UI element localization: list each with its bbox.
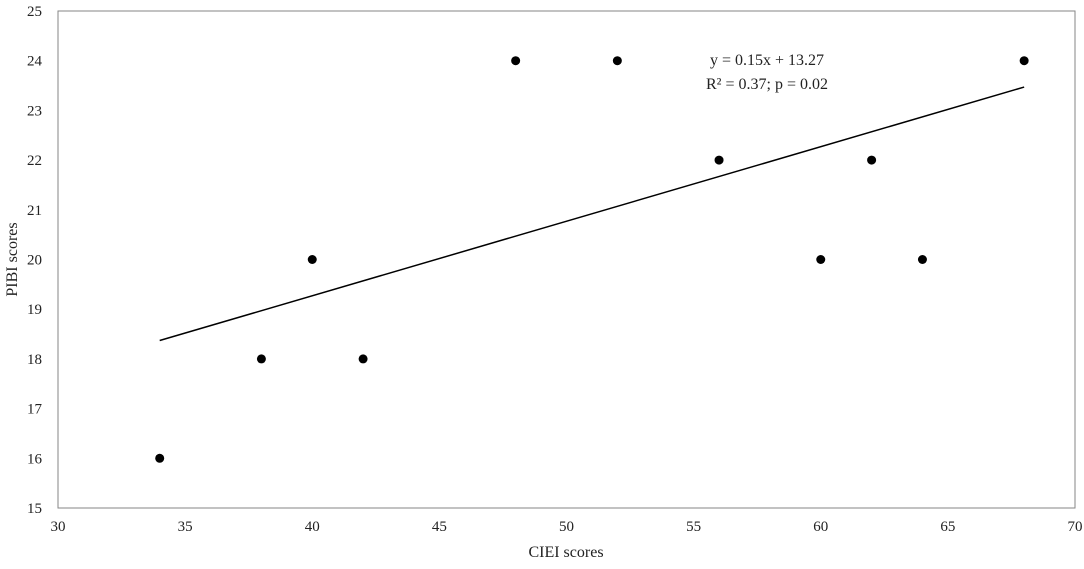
data-point — [358, 354, 368, 364]
y-tick-label: 24 — [27, 54, 43, 70]
data-point — [816, 255, 826, 264]
y-tick-label: 19 — [27, 302, 42, 318]
data-point — [867, 155, 877, 165]
x-axis-label: CIEI scores — [528, 544, 603, 561]
y-tick-label: 23 — [27, 103, 42, 119]
x-tick-labels: 30 35 40 45 50 55 60 65 70 — [51, 519, 1083, 535]
y-tick-label: 25 — [27, 4, 42, 20]
x-tick-label: 40 — [305, 519, 320, 535]
y-tick-label: 20 — [27, 253, 42, 269]
y-tick-label: 18 — [27, 352, 42, 368]
x-tick-label: 70 — [1068, 519, 1083, 535]
y-tick-label: 16 — [27, 451, 43, 467]
data-point — [256, 354, 266, 364]
data-point — [307, 255, 317, 264]
trendline-stats: R² = 0.37; p = 0.02 — [706, 76, 828, 93]
data-point — [612, 56, 622, 66]
data-point — [511, 56, 521, 66]
x-tick-label: 65 — [940, 519, 955, 535]
trendline — [159, 86, 1025, 342]
x-tick-label: 50 — [559, 519, 574, 535]
plot-area-frame — [57, 10, 1076, 509]
x-tick-label: 35 — [178, 519, 193, 535]
data-point — [1019, 56, 1029, 66]
data-point — [155, 453, 165, 463]
y-tick-labels: 15 16 17 18 19 20 21 22 23 24 25 — [27, 4, 43, 517]
trendline-layer — [159, 86, 1025, 342]
x-tick-label: 30 — [51, 519, 66, 535]
y-axis-label: PIBI scores — [4, 222, 21, 296]
x-tick-label: 45 — [432, 519, 447, 535]
y-tick-label: 15 — [27, 501, 42, 517]
data-point — [917, 255, 927, 264]
trendline-equation: y = 0.15x + 13.27 — [710, 52, 824, 69]
x-tick-label: 55 — [686, 519, 701, 535]
y-tick-label: 17 — [27, 402, 43, 418]
y-tick-label: 22 — [27, 153, 42, 169]
y-tick-label: 21 — [27, 203, 42, 219]
x-tick-label: 60 — [813, 519, 828, 535]
points-layer — [155, 56, 1029, 463]
data-point — [714, 155, 724, 165]
